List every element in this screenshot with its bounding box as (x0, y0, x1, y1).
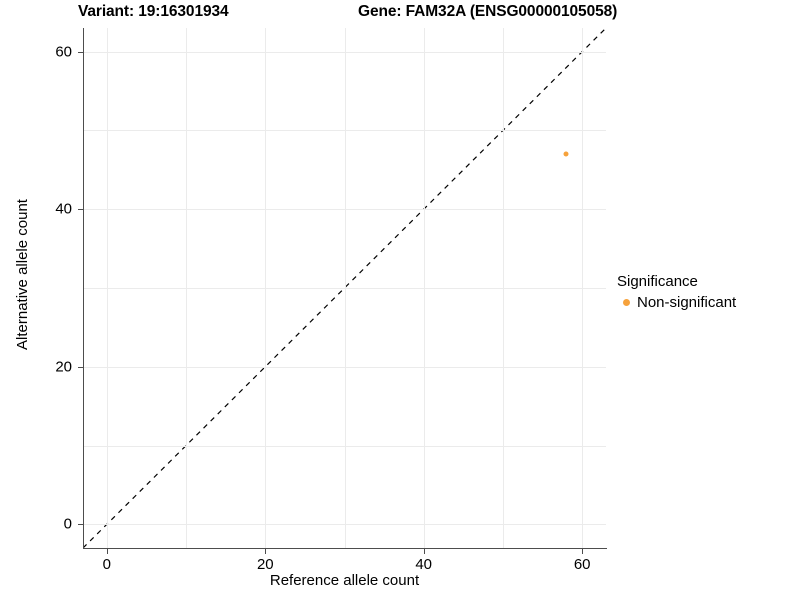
legend-title: Significance (617, 273, 698, 290)
x-axis-tick (106, 549, 108, 554)
y-axis-line (83, 28, 84, 549)
x-axis-tick-label: 0 (102, 556, 111, 573)
grid-line-horizontal (83, 366, 606, 368)
title-gene: Gene: FAM32A (ENSG00000105058) (358, 3, 618, 20)
y-axis-tick (78, 366, 83, 368)
y-axis-tick-label: 0 (63, 515, 72, 533)
legend-point-icon (617, 293, 636, 312)
grid-line-horizontal (83, 524, 606, 526)
grid-line-horizontal (83, 209, 606, 211)
y-axis-tick (78, 209, 83, 211)
y-axis-label: Alternative allele count (10, 0, 34, 548)
x-axis-tick (582, 549, 584, 554)
legend-swatch (623, 298, 630, 306)
plot-panel (83, 28, 606, 548)
title-variant: Variant: 19:16301934 (78, 3, 229, 20)
y-axis-tick (78, 51, 83, 53)
legend-item-label: Non-significant (637, 293, 737, 311)
grid-line-horizontal (83, 130, 606, 132)
x-axis-label: Reference allele count (269, 572, 420, 589)
grid-line-horizontal (83, 51, 606, 53)
grid-line-horizontal (83, 445, 606, 447)
x-axis-tick-label: 40 (415, 556, 433, 573)
x-axis-line (83, 548, 607, 549)
x-axis-tick-label: 60 (573, 556, 591, 573)
data-point[interactable] (563, 151, 569, 157)
grid-line-horizontal (83, 288, 606, 289)
y-axis-label-text: Alternative allele count (13, 198, 31, 350)
y-axis-tick-label: 40 (55, 200, 72, 218)
y-axis-tick-label: 20 (55, 358, 72, 376)
y-axis-tick-label: 60 (55, 43, 72, 61)
chart-title: Variant: 19:16301934 Gene: FAM32A (ENSG0… (0, 3, 800, 27)
x-axis-tick-label: 20 (256, 556, 274, 573)
x-axis-tick (423, 549, 425, 554)
legend-item-non-significant[interactable]: Non-significant (617, 292, 736, 312)
x-axis-tick (265, 549, 267, 554)
y-axis-tick (78, 524, 83, 526)
legend: Significance Non-significant (617, 272, 736, 312)
